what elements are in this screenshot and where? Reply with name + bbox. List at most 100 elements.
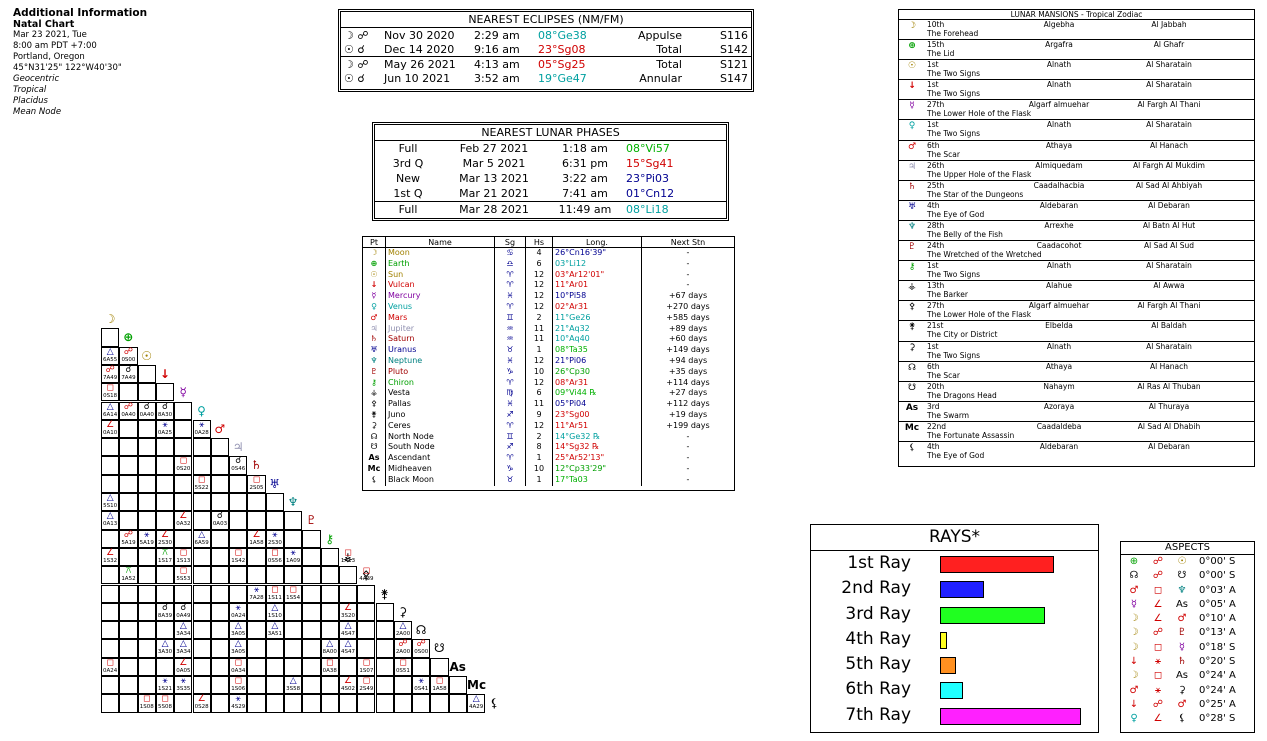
planet-row: ↓ Vulcan ♈ 12 11°Ar01- — [363, 280, 734, 292]
aspect-grid-cell — [192, 566, 211, 585]
planet-glyph: ⚸ — [371, 474, 377, 484]
aspect-grid-orb: 1S11 — [267, 594, 282, 601]
planet-next-station: - — [641, 258, 734, 270]
aspect-grid-cell — [210, 566, 230, 585]
aspect-grid-cell — [155, 621, 175, 640]
planet-glyph: ↓ — [370, 280, 378, 290]
aspect-grid-entry: ☍ 0A40 — [119, 402, 137, 420]
aspect-grid-cell — [155, 401, 175, 420]
aspect-grid-planet: ⚶ — [342, 549, 353, 564]
aspect-grid-entry: ⚹ 2S30 — [266, 530, 284, 548]
lunar-mansions-title: LUNAR MANSIONS - Tropical Zodiac — [899, 10, 1254, 20]
planet-row: ☉ Sun ♈ 12 03°Ar12'01" - — [363, 269, 734, 281]
eclipses-table: ☽ ☍ Nov 30 2020 2:29 am 08°Ge38 Appulse S116 ☉… — [341, 28, 751, 85]
planet-name: Venus — [385, 301, 495, 313]
aspect-grid-cell — [119, 639, 138, 658]
mansion-planet-icon: ♂ — [907, 141, 917, 152]
aspect-grid-orb: 1S13 — [176, 557, 191, 564]
aspect-grid-orb: 0A03 — [212, 521, 228, 528]
phase-date: Mar 21 2021 — [459, 187, 529, 200]
mansion-name: Alnath — [1046, 80, 1072, 90]
aspect-grid-cell — [320, 566, 339, 585]
aspect-grid-cell — [192, 438, 211, 457]
aspect-grid-entry: ☍ 0S00 — [412, 639, 430, 657]
aspect-grid-cell — [155, 383, 175, 402]
aspect-grid-symbol: ☌ — [180, 602, 187, 613]
aspect-grid-cell — [137, 401, 156, 420]
aspect-grid-cell — [155, 602, 175, 622]
eclipse-date: Dec 14 2020 — [384, 42, 455, 56]
aspect-grid-cell — [210, 438, 230, 457]
info-line: 45°N31'25" 122°W40'30" — [13, 63, 122, 73]
aspect-grid-cell — [265, 694, 284, 713]
aspect-grid-cell — [265, 639, 284, 658]
planet-name: Chiron — [385, 377, 495, 389]
aspect-grid-cell — [174, 676, 193, 695]
phase-row: 1st Q Mar 21 2021 7:41 am 01°Cn12 — [375, 186, 726, 202]
aspect-grid-orb: 0A28 — [194, 429, 209, 436]
mansion-number: 6th — [927, 140, 940, 150]
mansion-meaning: The Eye of God — [927, 450, 985, 460]
eclipse-symbol: ☽ ☍ — [344, 28, 369, 42]
mansion-name: Algarf almuehar — [1028, 100, 1090, 110]
planet-name: Pallas — [385, 399, 495, 410]
mansion-planet-icon: ♇ — [907, 242, 917, 253]
aspect-grid-orb: 1S10 — [267, 612, 282, 619]
planet-glyph: ⚶ — [370, 388, 378, 398]
aspect-grid-cell — [192, 493, 211, 512]
eclipse-date: May 26 2021 — [381, 56, 471, 71]
aspect-grid-cell — [174, 493, 193, 512]
aspect-row: ☽ ◻ As 0°24' A — [1121, 669, 1254, 683]
mansion-number: 24th — [927, 241, 945, 251]
mansion-name: Alnath — [1046, 341, 1072, 351]
mansion-meaning: The Scar — [927, 370, 960, 380]
mansion-meaning: The Two Signs — [927, 350, 981, 360]
aspect-grid-entry: ◻ 0S18 — [101, 383, 119, 401]
aspect-grid-cell — [284, 657, 303, 676]
aspect-row: ☿ ∠ As 0°05' A — [1121, 598, 1254, 612]
aspect-grid-cell — [119, 456, 138, 475]
mansion-number: 13th — [927, 281, 945, 291]
ray-bar — [940, 556, 1054, 573]
mansion-number: 26th — [927, 160, 945, 170]
mansion-row: ♂ 6th Athaya Al Hanach The Scar — [899, 141, 1254, 161]
aspect-grid-cell — [119, 438, 138, 457]
ray-label: 2nd Ray — [841, 578, 911, 599]
planet-sign: ♍ — [494, 388, 526, 400]
planet-house: 9 — [525, 409, 553, 421]
aspect-grid-orb: 8A39 — [157, 612, 173, 619]
aspect-grid-entry: ◻ 0A38 — [321, 658, 339, 676]
phase-row: Full Feb 27 2021 1:18 am 08°Vi57 — [375, 141, 726, 156]
mansion-meaning: The Lid — [927, 49, 955, 59]
mansion-meaning: The City or District — [927, 330, 998, 340]
aspect-grid-cell — [119, 694, 138, 713]
aspect-grid-orb: 4A29 — [469, 704, 484, 711]
aspect-grid-orb: 0A49 — [176, 612, 191, 619]
aspect-grid-cell — [393, 621, 413, 640]
aspect-grid-cell — [155, 547, 175, 567]
aspect-grid-cell — [320, 639, 339, 658]
planet-sign: ♐ — [494, 442, 526, 454]
mansion-number: 3rd — [927, 401, 940, 411]
aspect-grid-entry: ☍ 7A49 — [101, 365, 119, 383]
planet-longitude: 26°Cn16'39" — [552, 247, 642, 259]
eclipse-date: Nov 30 2020 — [384, 28, 455, 42]
planet-sign: ♈ — [494, 453, 526, 464]
aspect-grid-cell — [119, 419, 138, 439]
planet-longitude: 11°Ge26 — [552, 312, 642, 324]
aspect-grid-cell — [229, 676, 248, 695]
aspect-grid-cell — [302, 566, 321, 585]
aspect-grid-entry: ⚹ 3S35 — [174, 676, 192, 694]
aspect-grid-cell — [229, 639, 248, 658]
aspect-grid-orb: 3S58 — [286, 686, 301, 692]
ray-bar — [940, 682, 963, 700]
aspect-grid-cell — [265, 676, 284, 695]
aspect-grid-cell — [265, 602, 284, 622]
mansion-arabic-name: Al Sharatain — [1146, 120, 1192, 130]
aspect-grid-cell — [302, 676, 321, 695]
aspect-grid-symbol: ☍ — [416, 639, 426, 650]
planet-house: 2 — [525, 431, 553, 443]
aspect-grid-cell — [101, 401, 120, 420]
aspect-grid-cell — [174, 438, 193, 457]
aspect-grid-orb: 8A00 — [322, 649, 337, 656]
